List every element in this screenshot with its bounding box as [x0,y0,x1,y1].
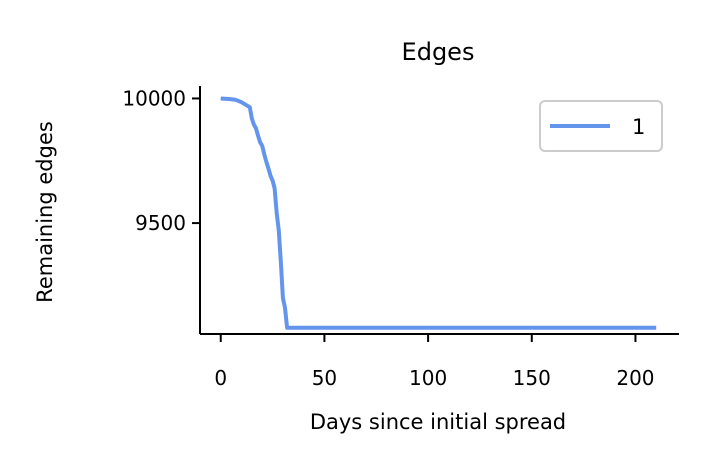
x-ticks: 0 50 100 150 200 [214,334,655,390]
x-tick-label: 0 [214,366,227,390]
legend: 1 [539,100,663,152]
chart-title: Edges [402,38,475,66]
y-axis-label: Remaining edges [33,121,57,303]
plot-area: 0 50 100 150 200 9500 10000 [122,86,679,390]
y-tick-label: 10000 [122,86,186,110]
y-tick-label: 9500 [135,211,186,235]
y-ticks: 9500 10000 [122,86,200,235]
x-tick-label: 200 [616,366,654,390]
x-tick-label: 100 [409,366,447,390]
series-layer [220,96,657,330]
x-tick-label: 50 [312,366,337,390]
x-axis-label: Days since initial spread [310,410,566,434]
legend-label: 1 [632,115,645,139]
x-tick-label: 150 [513,366,551,390]
series-line-1 [220,96,657,330]
